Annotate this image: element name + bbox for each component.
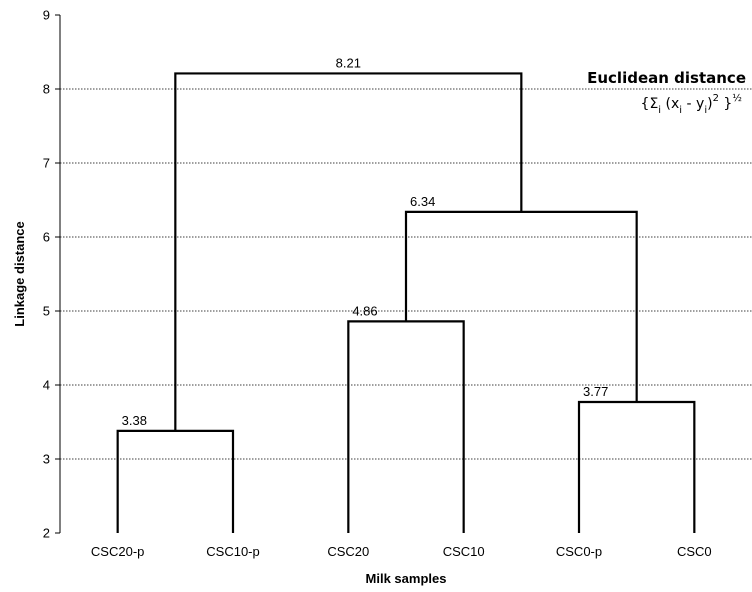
merge-label: 8.21 [336, 55, 361, 70]
merge-label: 3.77 [583, 384, 608, 399]
y-tick-label: 6 [43, 230, 50, 245]
x-axis-ticks: CSC20-p CSC10-p CSC20 CSC10 CSC0-p CSC0 [91, 544, 712, 559]
y-tick-label: 8 [43, 82, 50, 97]
branch-m3 [577, 400, 696, 533]
annotation-formula: {Σi (xi - yi)2 }½ [641, 92, 743, 116]
y-axis-ticks: 2 3 4 5 6 7 8 9 [43, 8, 60, 541]
y-tick-label: 9 [43, 8, 50, 23]
x-tick-label: CSC10 [443, 544, 485, 559]
x-tick-label: CSC20 [327, 544, 369, 559]
branch-m4 [404, 210, 638, 403]
branch-m5 [174, 72, 523, 431]
y-tick-label: 2 [43, 526, 50, 541]
y-axis-title: Linkage distance [12, 221, 27, 326]
x-tick-label: CSC0 [677, 544, 712, 559]
branch-m2 [347, 320, 465, 533]
x-axis-title: Milk samples [366, 571, 447, 586]
y-tick-label: 7 [43, 156, 50, 171]
x-tick-label: CSC10-p [206, 544, 259, 559]
y-tick-label: 4 [43, 378, 50, 393]
annotation-title: Euclidean distance [587, 69, 746, 87]
branch-m1 [116, 429, 235, 533]
merge-label: 6.34 [410, 194, 435, 209]
dendrogram-branches [116, 72, 696, 533]
distance-annotation: Euclidean distance {Σi (xi - yi)2 }½ [587, 69, 746, 116]
merge-distance-labels: 3.38 4.86 3.77 6.34 8.21 [122, 55, 609, 427]
y-tick-label: 5 [43, 304, 50, 319]
merge-label: 4.86 [352, 303, 377, 318]
x-tick-label: CSC0-p [556, 544, 602, 559]
x-tick-label: CSC20-p [91, 544, 144, 559]
merge-label: 3.38 [122, 413, 147, 428]
y-tick-label: 3 [43, 452, 50, 467]
